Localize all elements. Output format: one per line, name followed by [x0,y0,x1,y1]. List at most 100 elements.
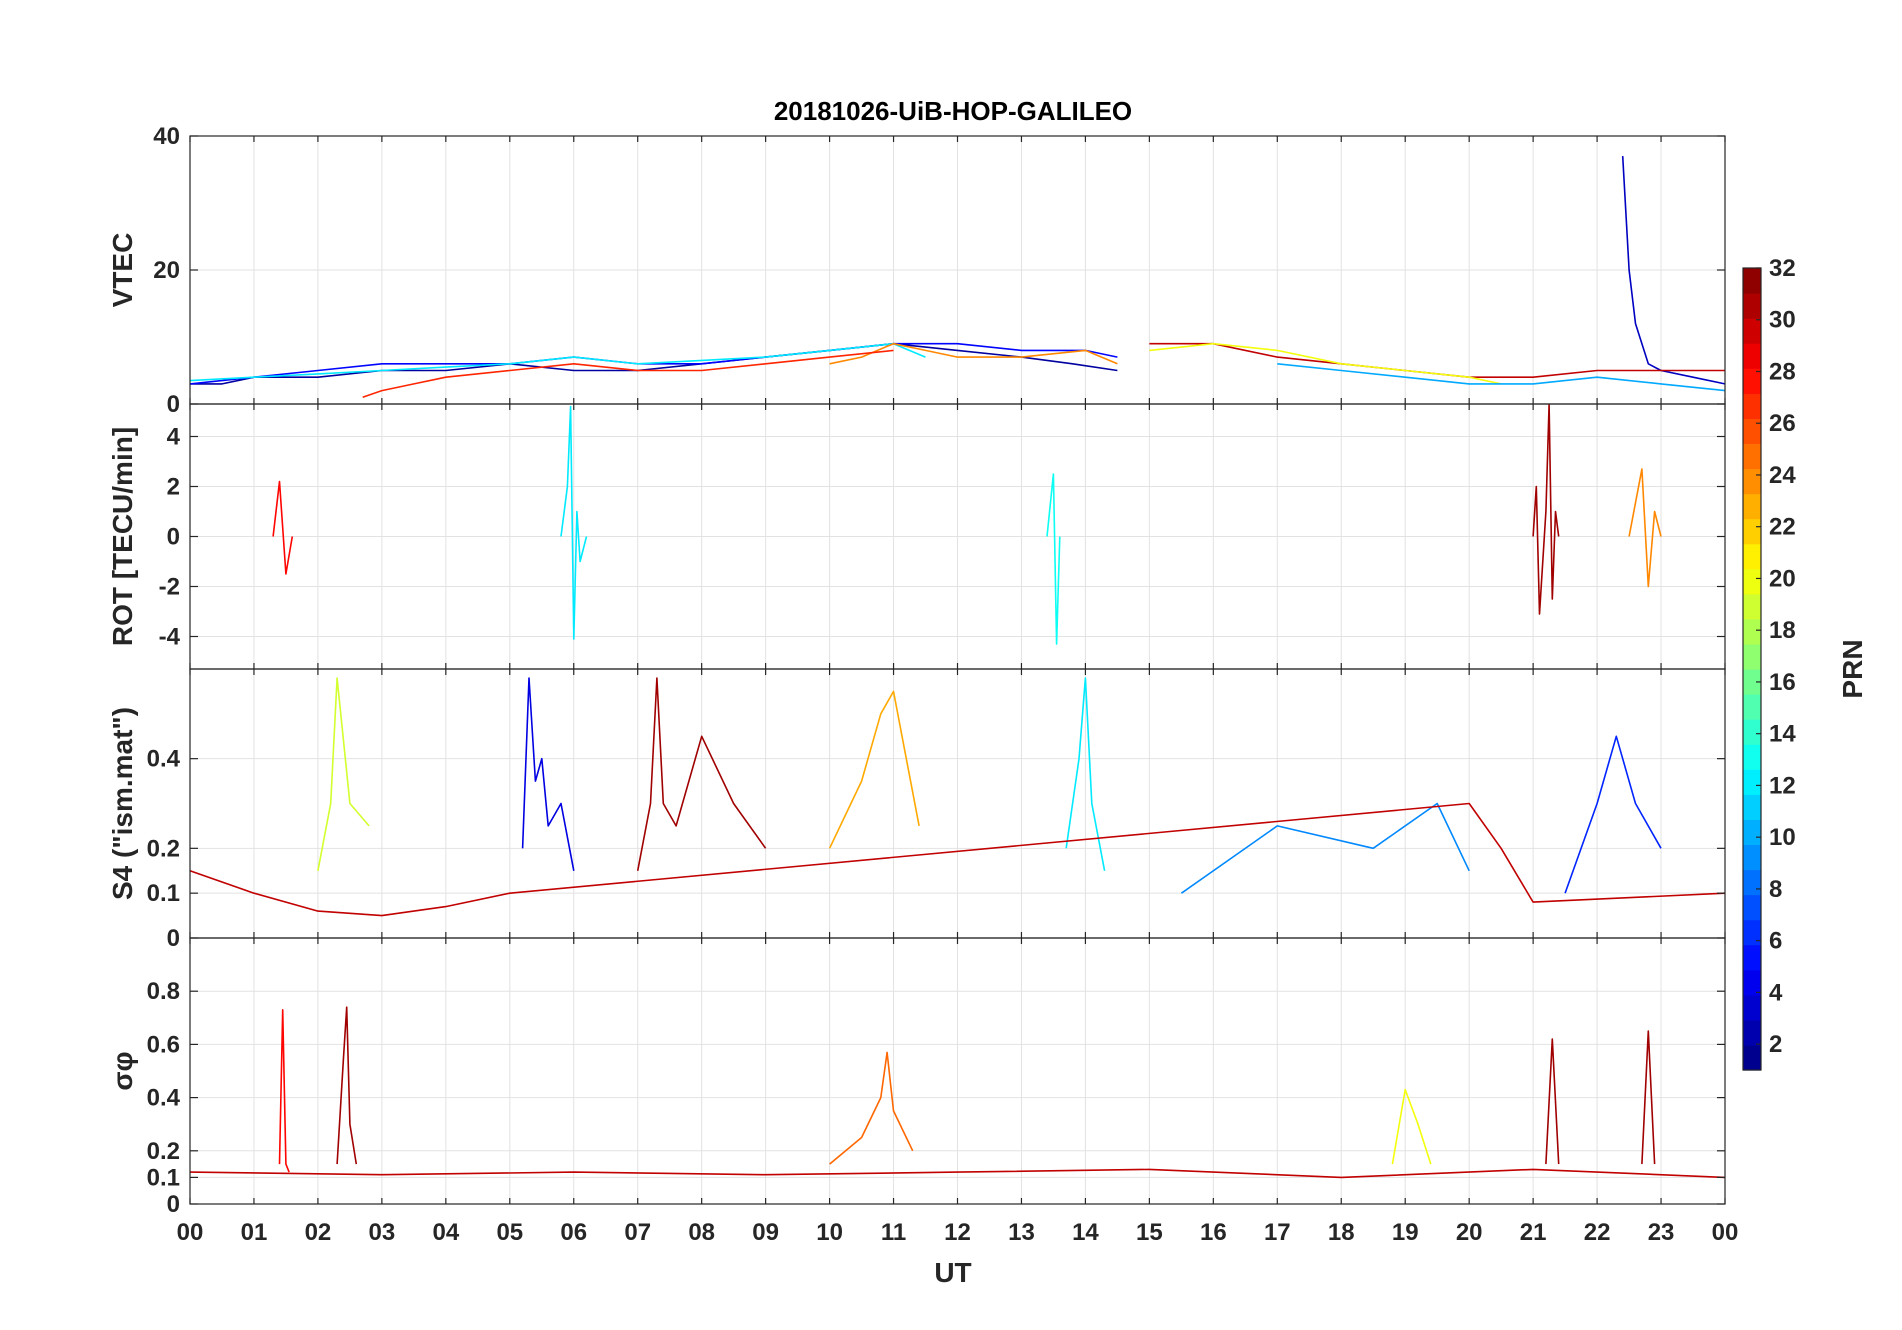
colorbar-tick-label: 32 [1769,255,1796,282]
colorbar-segment [1743,393,1761,419]
series-line-prn-10 [1277,363,1725,392]
y-tick-label: 0 [167,925,180,952]
colorbar-tick-label: 14 [1769,721,1796,748]
panel-grid [189,404,1726,669]
panel-series [190,156,1725,399]
series-line-prn-30 [190,802,1725,917]
panel-3: 0 0.1 0.2 0.4 S4 ("ism.mat") [107,668,1726,952]
series-line-prn-30 [190,1168,1725,1179]
series-line-prn-27 [362,349,894,399]
panel-2: -4 -2 0 2 4 ROT [TECU/min] [107,403,1726,670]
colorbar-segment [1743,618,1761,645]
colorbar-tick-label: 18 [1769,617,1796,644]
x-tick-label: 14 [1072,1219,1099,1246]
y-tick-label: 0 [167,391,180,418]
colorbar-segment [1743,819,1761,846]
x-tick-label: 00 [177,1219,204,1246]
panel-series [190,1006,1725,1179]
chart-title: 20181026-UiB-HOP-GALILEO [774,96,1132,126]
panel-grid [189,669,1726,939]
y-tick-label: 0.4 [147,1085,181,1112]
colorbar-tick-label: 22 [1769,514,1796,541]
x-tick-label: 07 [624,1219,651,1246]
x-tick-label: 11 [881,1219,906,1246]
x-tick-label: 15 [1136,1219,1163,1246]
series-line-prn-24 [1628,468,1662,588]
panel-series [272,404,1662,645]
series-line-prn-12 [190,342,926,382]
colorbar-frame [1742,267,1762,1071]
x-tick-label: 10 [816,1219,843,1246]
colorbar-segment [1743,694,1761,720]
x-tick-label: 22 [1584,1219,1611,1246]
series-line-prn-31 [1545,1038,1560,1165]
x-tick-label: 23 [1648,1219,1675,1246]
y-tick-label: 0 [167,524,180,551]
x-tick-label: 09 [752,1219,779,1246]
colorbar-tick-label: 2 [1769,1031,1782,1058]
x-tick-label: 18 [1328,1219,1355,1246]
colorbar-segment [1743,343,1761,369]
y-axis-label: S4 ("ism.mat") [107,707,138,900]
colorbar-segment [1743,744,1761,770]
series-line-prn-31 [636,677,767,871]
colorbar-segment [1743,293,1761,319]
colorbar-segment [1743,318,1761,344]
colorbar-segment [1743,543,1761,570]
series-line-prn-19 [317,677,370,871]
y-axis-label: VTEC [107,233,138,308]
colorbar-tick-label: 8 [1769,876,1782,903]
colorbar-segment [1743,844,1761,871]
colorbar-segment [1743,493,1761,520]
y-tick-label: 0.1 [147,1164,180,1191]
colorbar-segment [1743,894,1761,921]
colorbar-segment [1743,518,1761,545]
series-line-prn-31 [1641,1030,1656,1165]
panel-series [190,677,1725,917]
x-tick-label: 00 [1712,1219,1739,1246]
y-tick-label: 2 [167,474,180,501]
series-line-prn-12 [1065,677,1106,871]
y-tick-label: 0.4 [147,746,181,773]
y-tick-label: 0.1 [147,880,180,907]
series-line-prn-31 [1532,404,1560,615]
colorbar-segment [1743,769,1761,795]
y-tick-label: 0.2 [147,1138,180,1165]
series-line-prn-3 [1621,156,1725,385]
series-line-prn-25 [829,1051,914,1165]
x-tick-label: 05 [496,1219,523,1246]
y-tick-label: 0.2 [147,835,180,862]
colorbar-segment [1743,794,1761,820]
series-line-prn-13 [1046,473,1061,645]
x-tick-label: 13 [1008,1219,1035,1246]
colorbar-tick-label: 20 [1769,565,1796,592]
series-line-prn-5 [190,342,1118,385]
colorbar-segment [1743,994,1761,1021]
series-line-prn-4 [521,677,575,871]
x-tick-label: 20 [1456,1219,1483,1246]
series-line-prn-12 [560,405,588,640]
colorbar-segment [1743,969,1761,996]
colorbar-tick-label: 4 [1769,979,1783,1006]
series-line-prn-28 [278,1009,290,1173]
x-tick-label: 16 [1200,1219,1227,1246]
series-line-prn-20 [1391,1088,1432,1165]
x-tick-label: 04 [432,1219,459,1246]
colorbar-tick-label: 30 [1769,307,1796,334]
colorbar-tick-label: 28 [1769,358,1796,385]
x-tick-label: 08 [688,1219,715,1246]
x-tick-labels: 00 01 02 03 04 05 06 07 08 09 10 11 12 13 14 15 16 17 18 19… [177,1219,1739,1246]
colorbar-tick-label: 10 [1769,824,1796,851]
series-line-prn-31 [336,1006,358,1165]
y-tick-label: -2 [159,574,180,601]
series-line-prn-6 [1564,735,1662,894]
colorbar-segment [1743,568,1761,595]
y-tick-label: 4 [167,424,181,451]
y-tick-label: 0 [167,1191,180,1218]
y-axis-label: σφ [107,1051,138,1090]
x-tick-label: 17 [1264,1219,1291,1246]
colorbar-segment [1743,919,1761,946]
colorbar-tick-label: 6 [1769,928,1782,955]
